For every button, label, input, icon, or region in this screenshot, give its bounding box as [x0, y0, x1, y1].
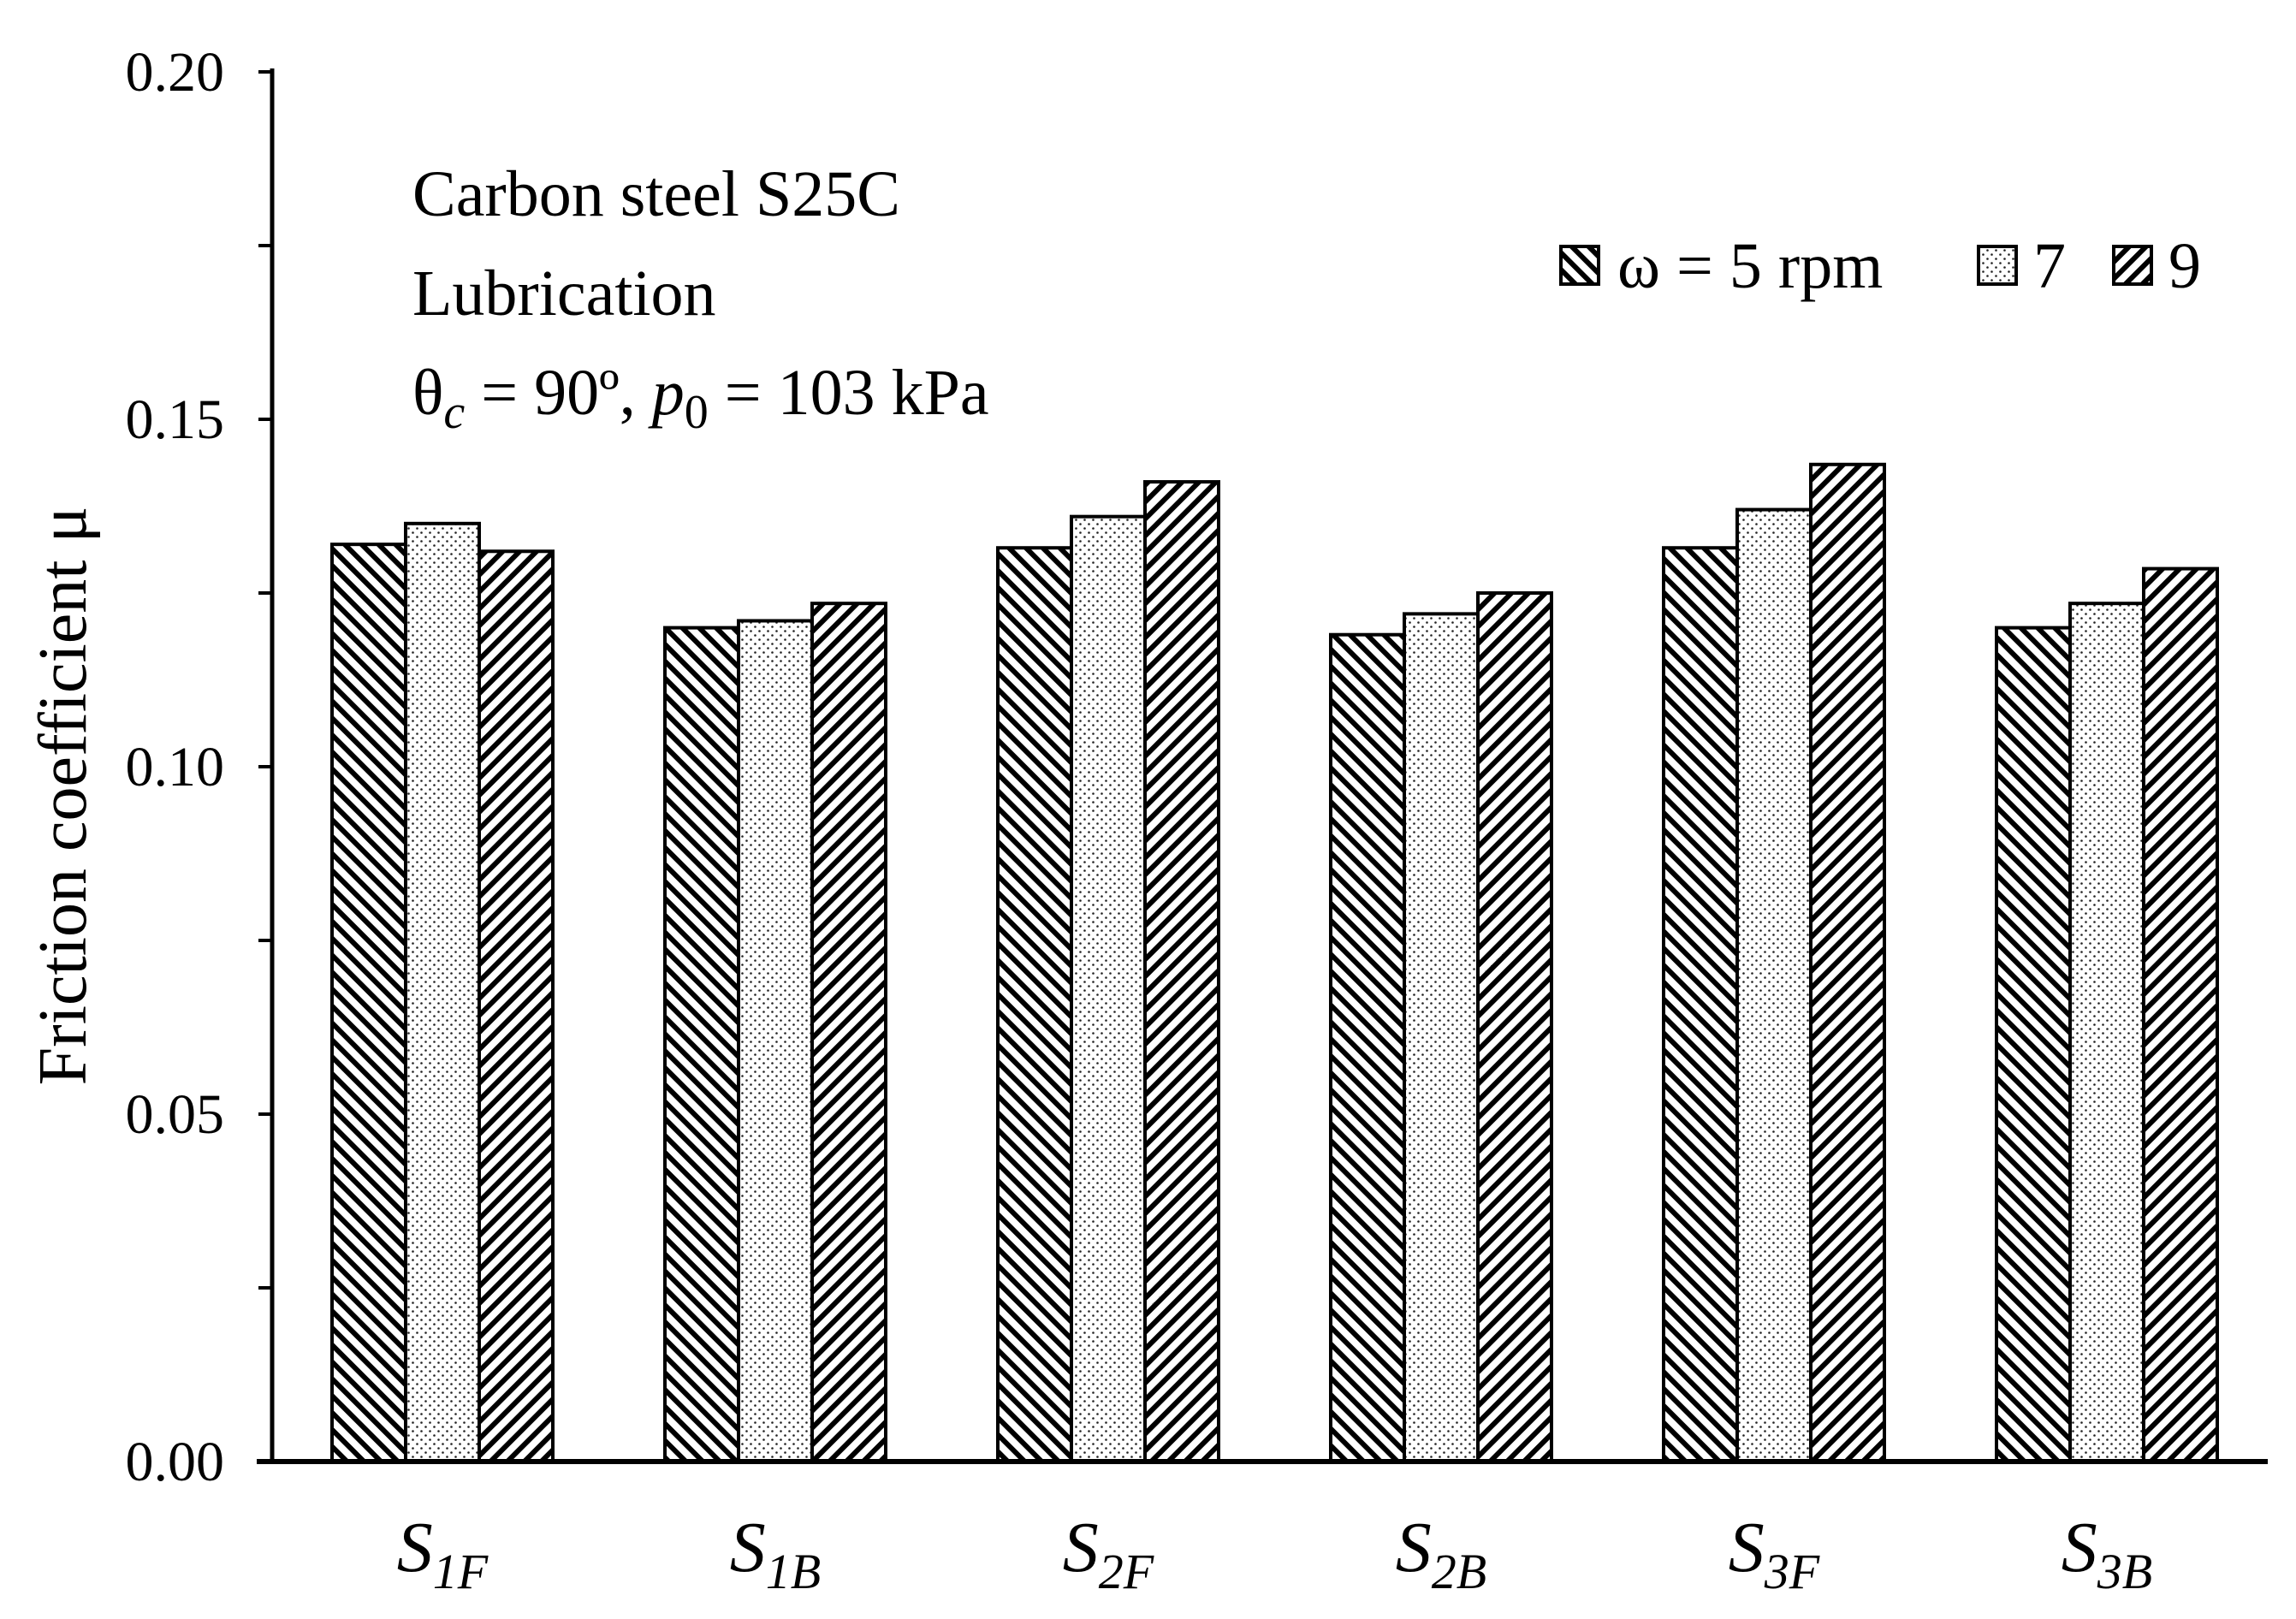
- x-tick-label-main: S: [397, 1508, 433, 1587]
- x-axis-labels: S1F S1B S2F S2B S3F S3B: [397, 1508, 2152, 1599]
- y-tick-label: 0.00: [126, 1431, 225, 1493]
- x-tick-label-main: S: [730, 1508, 766, 1587]
- annotation-material: Carbon steel S25C: [412, 158, 900, 230]
- y-tick-label: 0.15: [126, 388, 225, 451]
- annotation-p-sub: 0: [685, 386, 709, 439]
- y-tick-label: 0.10: [126, 736, 225, 798]
- annotation-p: p: [648, 357, 685, 429]
- bar-s3f-5rpm: [1662, 546, 1739, 1463]
- bar-s3f-9rpm: [1809, 462, 1886, 1463]
- legend-swatch-7rpm: [1977, 245, 2018, 286]
- bar-s3f-7rpm: [1735, 507, 1812, 1463]
- y-tick-label: 0.20: [126, 41, 225, 104]
- annotation-theta-sub: c: [443, 386, 465, 439]
- legend-swatch-9rpm: [2112, 245, 2153, 286]
- bar-s1f-7rpm: [404, 521, 481, 1463]
- bar-s3b-9rpm: [2142, 566, 2219, 1464]
- x-tick-label-sub: 3F: [1764, 1544, 1820, 1599]
- x-tick-label-main: S: [2062, 1508, 2097, 1587]
- x-tick-label: S3B: [2062, 1508, 2152, 1599]
- bar-s2b-7rpm: [1403, 612, 1480, 1463]
- bar-s2f-7rpm: [1070, 514, 1147, 1463]
- y-axis-ticks: 0.00 0.05 0.10 0.15 0.20: [126, 41, 272, 1493]
- annotation-condition: Lubrication: [412, 258, 716, 329]
- x-tick-label: S2F: [1063, 1508, 1154, 1599]
- annotation-parameters: θc = 90º, p0 = 103 kPa: [412, 357, 989, 439]
- x-tick-label-sub: 2F: [1099, 1544, 1154, 1599]
- x-tick-label-sub: 3B: [2097, 1544, 2152, 1599]
- bar-s1f-5rpm: [330, 543, 407, 1463]
- annotation-angle: = 90º,: [465, 357, 651, 429]
- bar-s3b-5rpm: [1995, 626, 2072, 1463]
- y-tick-label: 0.05: [126, 1083, 225, 1146]
- bar-s2b-9rpm: [1476, 591, 1553, 1463]
- legend-label-7rpm: 7: [2033, 230, 2066, 302]
- x-tick-label: S1F: [397, 1508, 489, 1599]
- bar-s1b-5rpm: [663, 626, 740, 1463]
- x-tick-label-sub: 2B: [1432, 1544, 1486, 1599]
- bar-s3b-7rpm: [2068, 602, 2145, 1463]
- bar-s1b-9rpm: [810, 602, 887, 1463]
- y-axis-label: Friction coefficient μ: [26, 507, 101, 1086]
- bar-s1f-9rpm: [478, 549, 555, 1463]
- legend-label-9rpm: 9: [2168, 230, 2201, 302]
- bar-s2f-5rpm: [996, 546, 1073, 1463]
- legend-label-5rpm: ω = 5 rpm: [1617, 230, 1883, 302]
- annotation-pressure: = 103 kPa: [709, 357, 989, 429]
- x-tick-label-main: S: [1063, 1508, 1099, 1587]
- bars: [330, 462, 2219, 1464]
- bar-s1b-7rpm: [737, 619, 814, 1463]
- x-tick-label-main: S: [1396, 1508, 1432, 1587]
- x-tick-label: S1B: [730, 1508, 821, 1599]
- x-tick-label-main: S: [1729, 1508, 1765, 1587]
- bar-s2f-9rpm: [1143, 480, 1220, 1464]
- x-tick-label-sub: 1B: [766, 1544, 821, 1599]
- x-tick-label: S3F: [1729, 1508, 1820, 1599]
- legend: ω = 5 rpm 7 9: [1559, 230, 2201, 302]
- annotation-block: Carbon steel S25C Lubrication θc = 90º, …: [412, 158, 989, 439]
- annotation-theta: θ: [412, 357, 443, 429]
- x-tick-label: S2B: [1396, 1508, 1486, 1599]
- x-tick-label-sub: 1F: [433, 1544, 489, 1599]
- legend-swatch-5rpm: [1559, 245, 1600, 286]
- bar-s2b-5rpm: [1329, 632, 1406, 1463]
